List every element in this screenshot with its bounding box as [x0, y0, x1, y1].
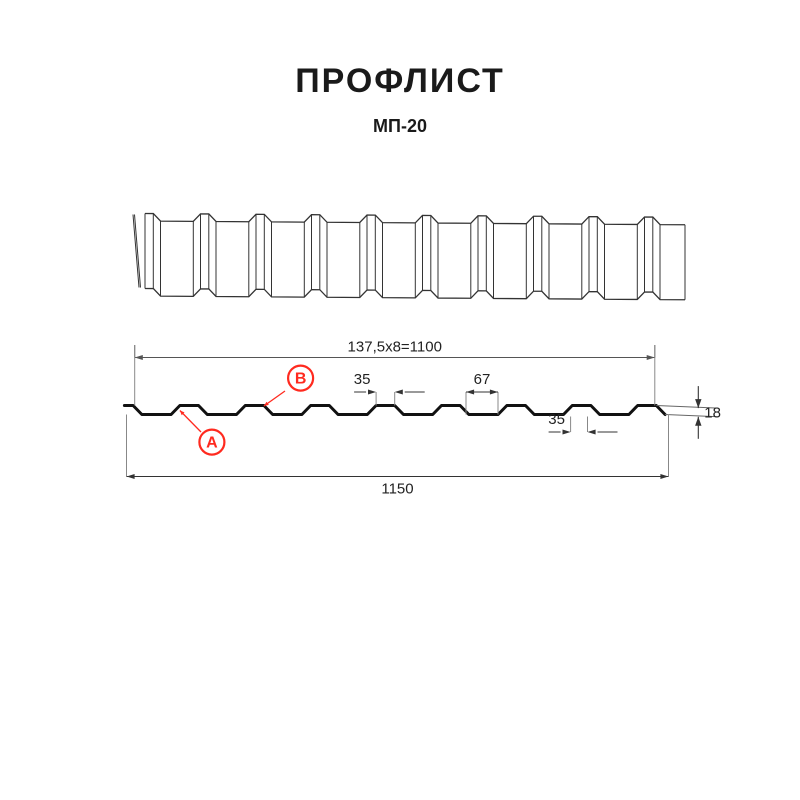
svg-text:35: 35: [548, 411, 565, 428]
svg-text:18: 18: [704, 404, 721, 421]
svg-text:A: A: [206, 435, 218, 452]
svg-text:137,5x8=1100: 137,5x8=1100: [348, 339, 442, 356]
svg-text:35: 35: [354, 371, 371, 388]
svg-text:67: 67: [474, 371, 491, 388]
svg-text:B: B: [295, 371, 307, 388]
svg-text:1150: 1150: [381, 481, 413, 498]
